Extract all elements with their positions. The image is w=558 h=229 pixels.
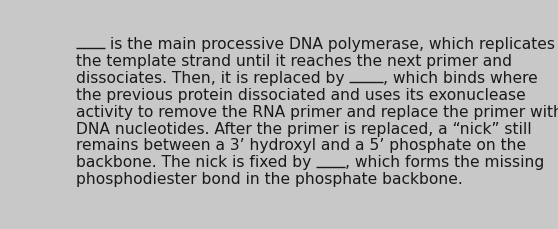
Text: activity to remove the RNA primer and replace the primer with: activity to remove the RNA primer and re… [76, 104, 558, 119]
Text: the previous protein dissociated and uses its exonuclease: the previous protein dissociated and use… [76, 87, 526, 102]
Text: , which forms the missing: , which forms the missing [345, 155, 545, 170]
Text: , which binds where: , which binds where [383, 70, 538, 85]
Text: backbone. The nick is fixed by: backbone. The nick is fixed by [76, 155, 316, 170]
Text: the template strand until it reaches the next primer and: the template strand until it reaches the… [76, 54, 512, 68]
Text: DNA nucleotides. After the primer is replaced, a “nick” still: DNA nucleotides. After the primer is rep… [76, 121, 532, 136]
Text: dissociates. Then, it is replaced by: dissociates. Then, it is replaced by [76, 70, 349, 85]
Text: remains between a 3’ hydroxyl and a 5’ phosphate on the: remains between a 3’ hydroxyl and a 5’ p… [76, 138, 526, 153]
Text: phosphodiester bond in the phosphate backbone.: phosphodiester bond in the phosphate bac… [76, 172, 463, 187]
Text: is the main processive DNA polymerase, which replicates: is the main processive DNA polymerase, w… [105, 37, 555, 52]
